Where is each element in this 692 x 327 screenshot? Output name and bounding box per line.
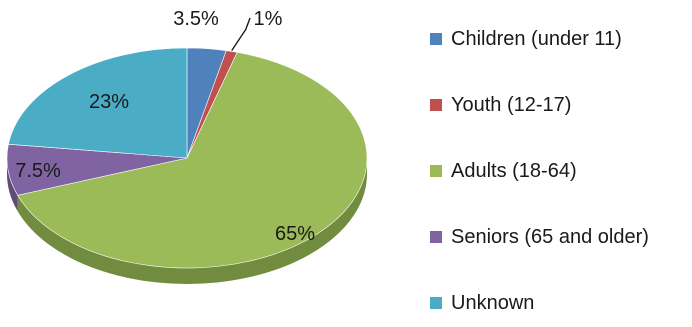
data-label-youth-12-17: 1% xyxy=(254,8,283,30)
legend-swatch-adults xyxy=(430,165,442,177)
legend-item-youth: Youth (12-17) xyxy=(430,94,649,116)
legend-swatch-children xyxy=(430,33,442,45)
legend-swatch-youth xyxy=(430,99,442,111)
pie-slice-adults-18-64 xyxy=(17,52,368,269)
data-label-adults-18-64: 65% xyxy=(275,223,315,245)
data-label-seniors-65-and-older: 7.5% xyxy=(15,160,61,182)
legend: Children (under 11) Youth (12-17) Adults… xyxy=(430,28,649,314)
legend-swatch-unknown xyxy=(430,297,442,309)
legend-item-adults: Adults (18-64) xyxy=(430,160,649,182)
legend-label-children: Children (under 11) xyxy=(451,27,622,50)
data-label-unknown: 23% xyxy=(89,91,129,113)
pie-slice-unknown xyxy=(8,47,188,159)
pie-slices xyxy=(6,47,368,269)
legend-label-unknown: Unknown xyxy=(451,291,535,314)
leader-line-youth-12-17 xyxy=(231,17,251,51)
legend-item-seniors: Seniors (65 and older) xyxy=(430,226,649,248)
legend-item-children: Children (under 11) xyxy=(430,28,649,50)
pie-data-labels: 3.5% 1% 65% 7.5% 23% xyxy=(15,8,315,245)
legend-label-seniors: Seniors (65 and older) xyxy=(451,225,649,248)
legend-label-adults: Adults (18-64) xyxy=(451,159,577,182)
legend-label-youth: Youth (12-17) xyxy=(451,93,572,116)
data-label-children-under-11: 3.5% xyxy=(173,8,219,30)
legend-swatch-seniors xyxy=(430,231,442,243)
legend-item-unknown: Unknown xyxy=(430,292,649,314)
